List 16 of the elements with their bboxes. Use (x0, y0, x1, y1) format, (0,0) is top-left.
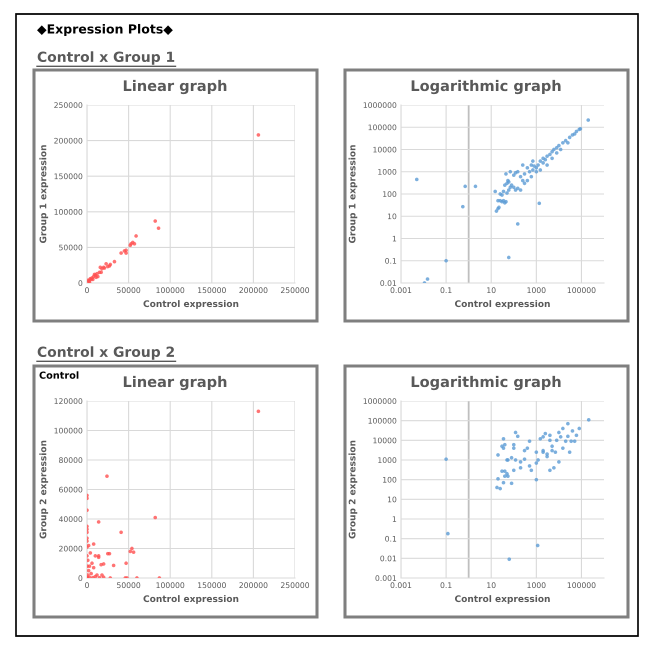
x-axis-title: Control expression (454, 595, 550, 604)
chart-title: Logarithmic graph (412, 376, 561, 390)
x-axis-title: Control expression (143, 595, 238, 604)
x-axis-title: Control expression (143, 300, 238, 309)
chart-title: Logarithmic graph (412, 80, 561, 94)
y-axis-title: Group 1 expression (348, 145, 358, 244)
text: Control x Group 2 (38, 346, 174, 360)
text: Control x Group 1 (38, 51, 174, 65)
chart-title: Linear graph (124, 80, 226, 94)
y-axis-title: Group 2 expression (39, 440, 48, 539)
text: Control (39, 371, 78, 379)
y-axis-title: Group 2 expression (348, 440, 358, 539)
y-axis-title: Group 1 expression (39, 145, 48, 244)
text: ◆Expression Plots◆ (37, 24, 173, 36)
x-axis-title: Control expression (454, 300, 550, 309)
chart-title: Linear graph (124, 376, 226, 390)
